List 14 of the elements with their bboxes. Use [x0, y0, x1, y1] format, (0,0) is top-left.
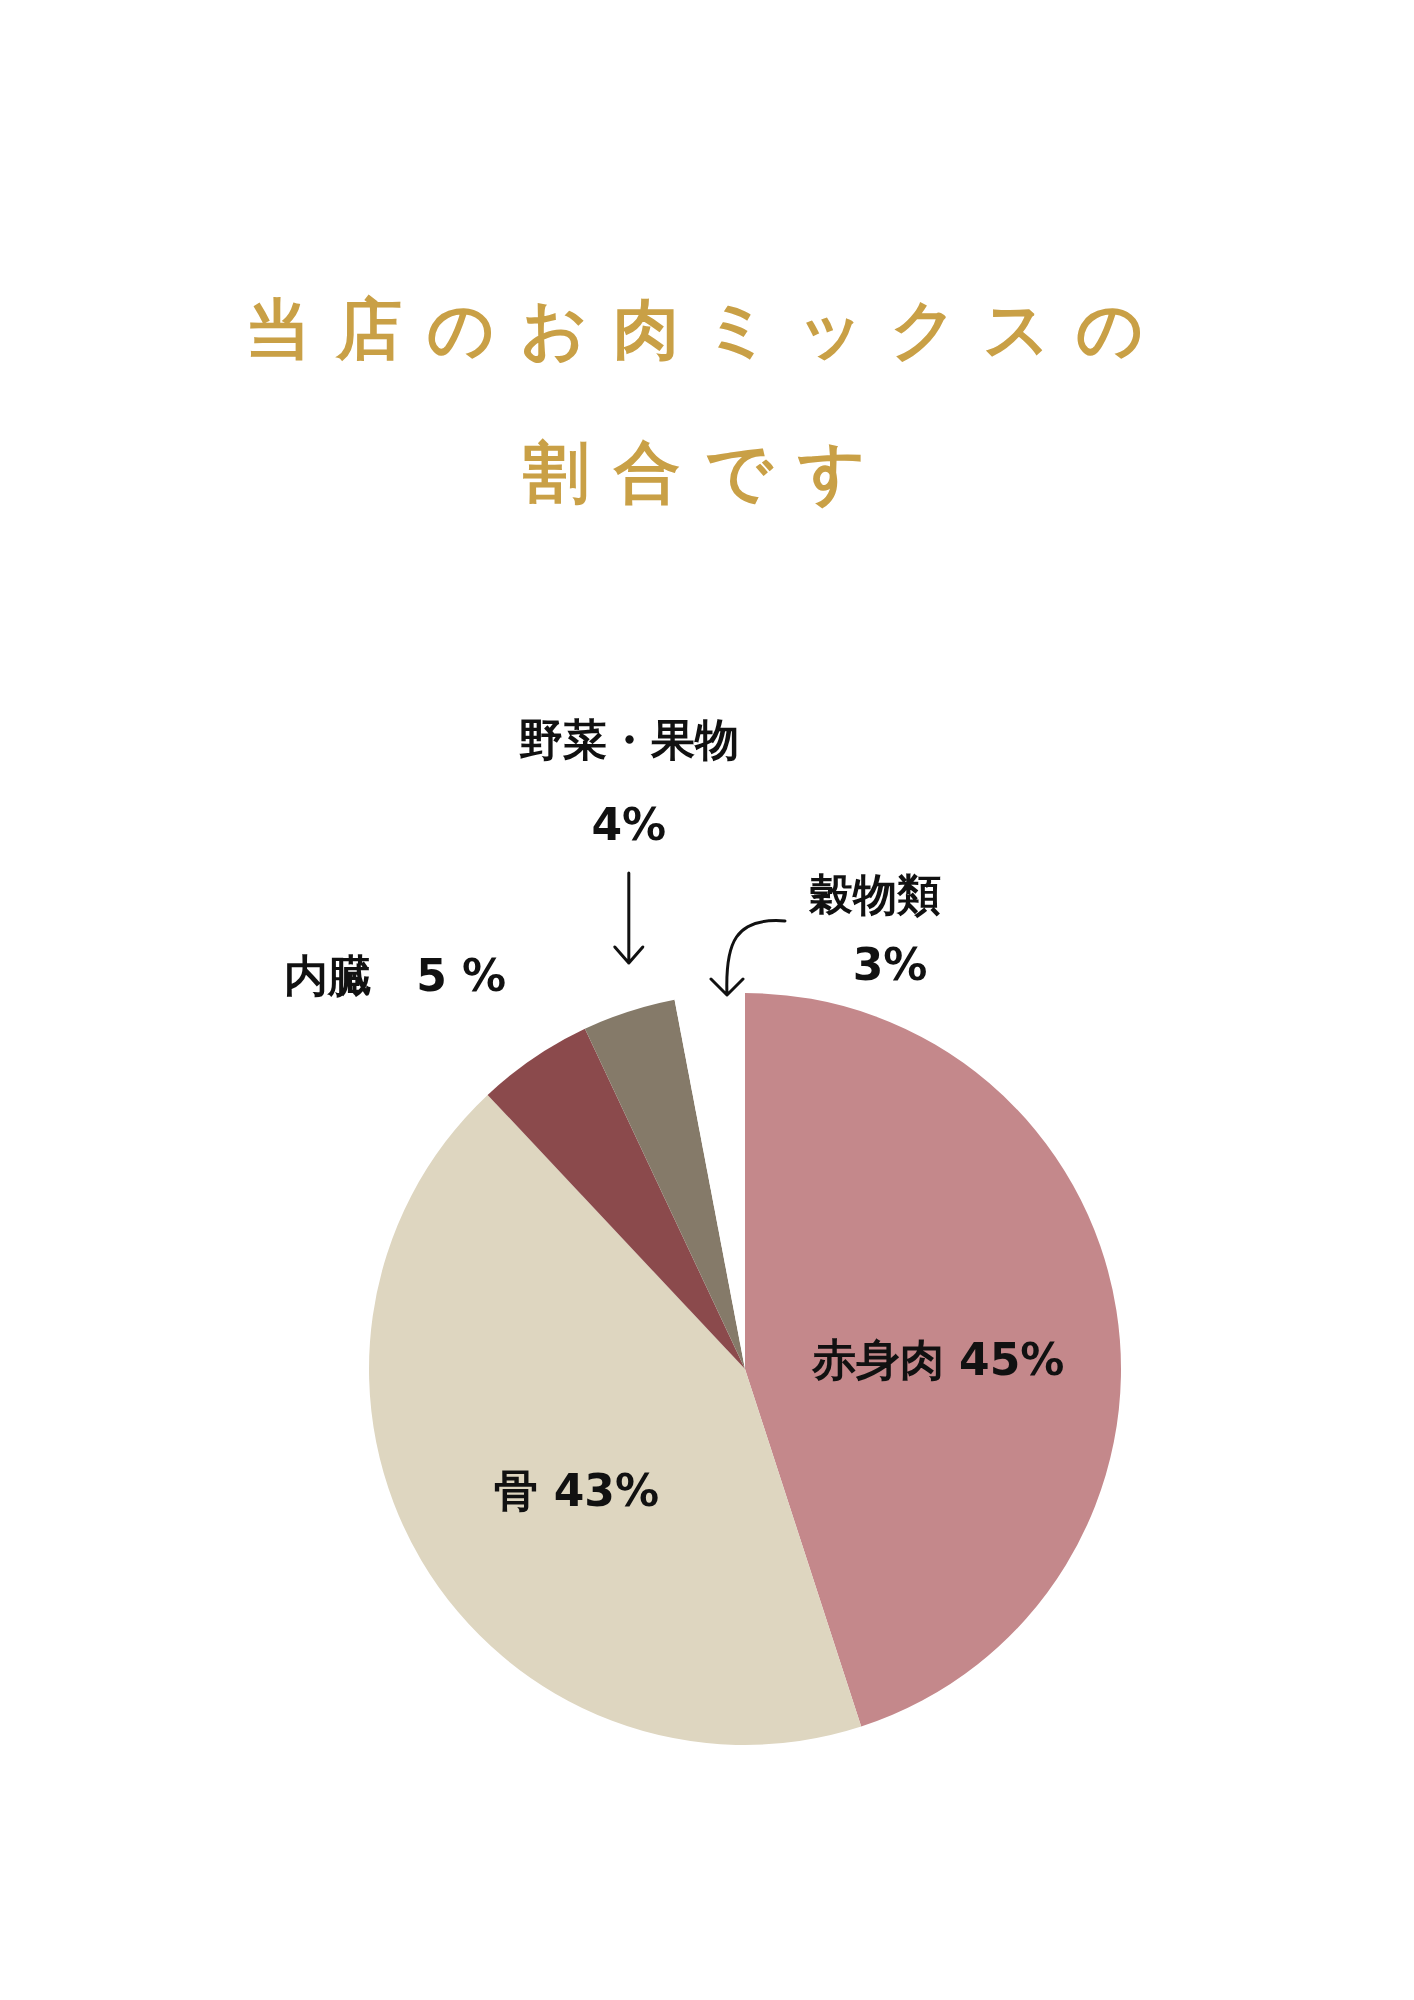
data-label: 43%	[553, 1464, 660, 1516]
slice-label: 赤身肉	[811, 1334, 944, 1386]
pie-slice	[745, 993, 1121, 1727]
chart-title: 当店のお肉ミックスの割合です	[243, 290, 1171, 513]
data-label: 45%	[959, 1334, 1065, 1386]
slice-label: 骨	[494, 1464, 539, 1516]
slice-label: 野菜・果物	[518, 714, 739, 765]
slice-label: 穀物類	[808, 869, 941, 920]
data-label: 4%	[591, 799, 667, 850]
data-label: 5 %	[416, 949, 507, 1001]
pie-slice	[487, 1028, 745, 1369]
slice-label: 内臓	[284, 949, 373, 1001]
pie-slice	[584, 999, 745, 1369]
data-label: 3%	[852, 939, 928, 990]
